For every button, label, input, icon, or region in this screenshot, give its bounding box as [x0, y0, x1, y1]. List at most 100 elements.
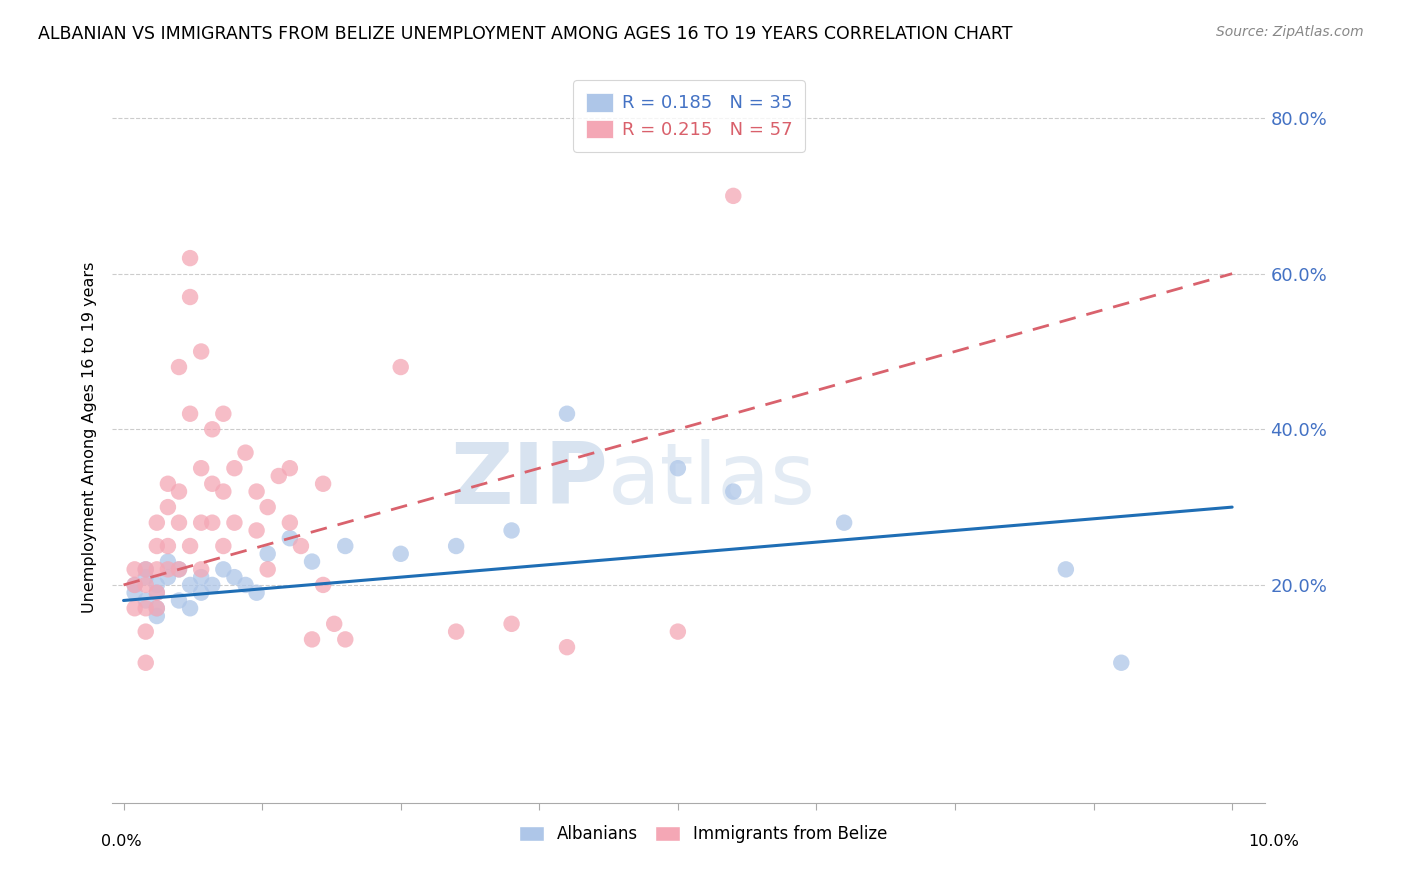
- Point: [146, 585, 169, 599]
- Point: [179, 407, 201, 421]
- Point: [167, 516, 190, 530]
- Point: [135, 578, 157, 592]
- Point: [135, 570, 157, 584]
- Point: [201, 422, 224, 436]
- Point: [666, 461, 689, 475]
- Point: [135, 593, 157, 607]
- Point: [167, 359, 190, 374]
- Point: [167, 484, 190, 499]
- Point: [212, 539, 235, 553]
- Point: [224, 461, 246, 475]
- Point: [335, 632, 357, 647]
- Point: [235, 445, 257, 459]
- Point: [301, 632, 323, 647]
- Text: 10.0%: 10.0%: [1249, 834, 1299, 848]
- Text: atlas: atlas: [609, 440, 817, 523]
- Text: ALBANIAN VS IMMIGRANTS FROM BELIZE UNEMPLOYMENT AMONG AGES 16 TO 19 YEARS CORREL: ALBANIAN VS IMMIGRANTS FROM BELIZE UNEMP…: [38, 25, 1012, 43]
- Point: [124, 562, 146, 576]
- Point: [190, 461, 212, 475]
- Point: [444, 624, 467, 639]
- Point: [190, 585, 212, 599]
- Point: [389, 359, 412, 374]
- Point: [444, 539, 467, 553]
- Point: [146, 601, 169, 615]
- Text: ZIP: ZIP: [450, 440, 609, 523]
- Point: [501, 524, 523, 538]
- Point: [179, 601, 201, 615]
- Point: [135, 601, 157, 615]
- Legend: Albanians, Immigrants from Belize: Albanians, Immigrants from Belize: [512, 819, 894, 850]
- Text: 0.0%: 0.0%: [101, 834, 142, 848]
- Point: [146, 562, 169, 576]
- Point: [179, 251, 201, 265]
- Point: [135, 562, 157, 576]
- Point: [190, 344, 212, 359]
- Point: [156, 570, 179, 584]
- Point: [212, 562, 235, 576]
- Point: [146, 516, 169, 530]
- Point: [246, 484, 269, 499]
- Point: [146, 539, 169, 553]
- Point: [246, 524, 269, 538]
- Point: [666, 624, 689, 639]
- Point: [179, 290, 201, 304]
- Point: [124, 578, 146, 592]
- Point: [256, 562, 278, 576]
- Point: [267, 469, 290, 483]
- Point: [246, 585, 269, 599]
- Point: [146, 578, 169, 592]
- Point: [156, 539, 179, 553]
- Point: [201, 516, 224, 530]
- Point: [235, 578, 257, 592]
- Point: [278, 531, 301, 545]
- Point: [312, 578, 335, 592]
- Point: [167, 562, 190, 576]
- Point: [146, 585, 169, 599]
- Point: [167, 562, 190, 576]
- Point: [256, 500, 278, 515]
- Point: [224, 570, 246, 584]
- Y-axis label: Unemployment Among Ages 16 to 19 years: Unemployment Among Ages 16 to 19 years: [82, 261, 97, 613]
- Point: [156, 555, 179, 569]
- Text: Source: ZipAtlas.com: Source: ZipAtlas.com: [1216, 25, 1364, 39]
- Point: [335, 539, 357, 553]
- Point: [190, 570, 212, 584]
- Point: [278, 516, 301, 530]
- Point: [224, 516, 246, 530]
- Point: [212, 407, 235, 421]
- Point: [1054, 562, 1077, 576]
- Point: [290, 539, 312, 553]
- Point: [156, 476, 179, 491]
- Point: [135, 562, 157, 576]
- Point: [190, 562, 212, 576]
- Point: [156, 500, 179, 515]
- Point: [179, 578, 201, 592]
- Point: [135, 656, 157, 670]
- Point: [124, 585, 146, 599]
- Point: [832, 516, 855, 530]
- Point: [312, 476, 335, 491]
- Point: [146, 609, 169, 624]
- Point: [124, 601, 146, 615]
- Point: [723, 484, 745, 499]
- Point: [278, 461, 301, 475]
- Point: [146, 601, 169, 615]
- Point: [167, 593, 190, 607]
- Point: [555, 640, 578, 655]
- Point: [301, 555, 323, 569]
- Point: [323, 616, 346, 631]
- Point: [256, 547, 278, 561]
- Point: [201, 578, 224, 592]
- Point: [501, 616, 523, 631]
- Point: [555, 407, 578, 421]
- Point: [389, 547, 412, 561]
- Point: [135, 624, 157, 639]
- Point: [212, 484, 235, 499]
- Legend: R = 0.185   N = 35, R = 0.215   N = 57: R = 0.185 N = 35, R = 0.215 N = 57: [572, 80, 806, 152]
- Point: [201, 476, 224, 491]
- Point: [723, 189, 745, 203]
- Point: [156, 562, 179, 576]
- Point: [1111, 656, 1133, 670]
- Point: [190, 516, 212, 530]
- Point: [124, 578, 146, 592]
